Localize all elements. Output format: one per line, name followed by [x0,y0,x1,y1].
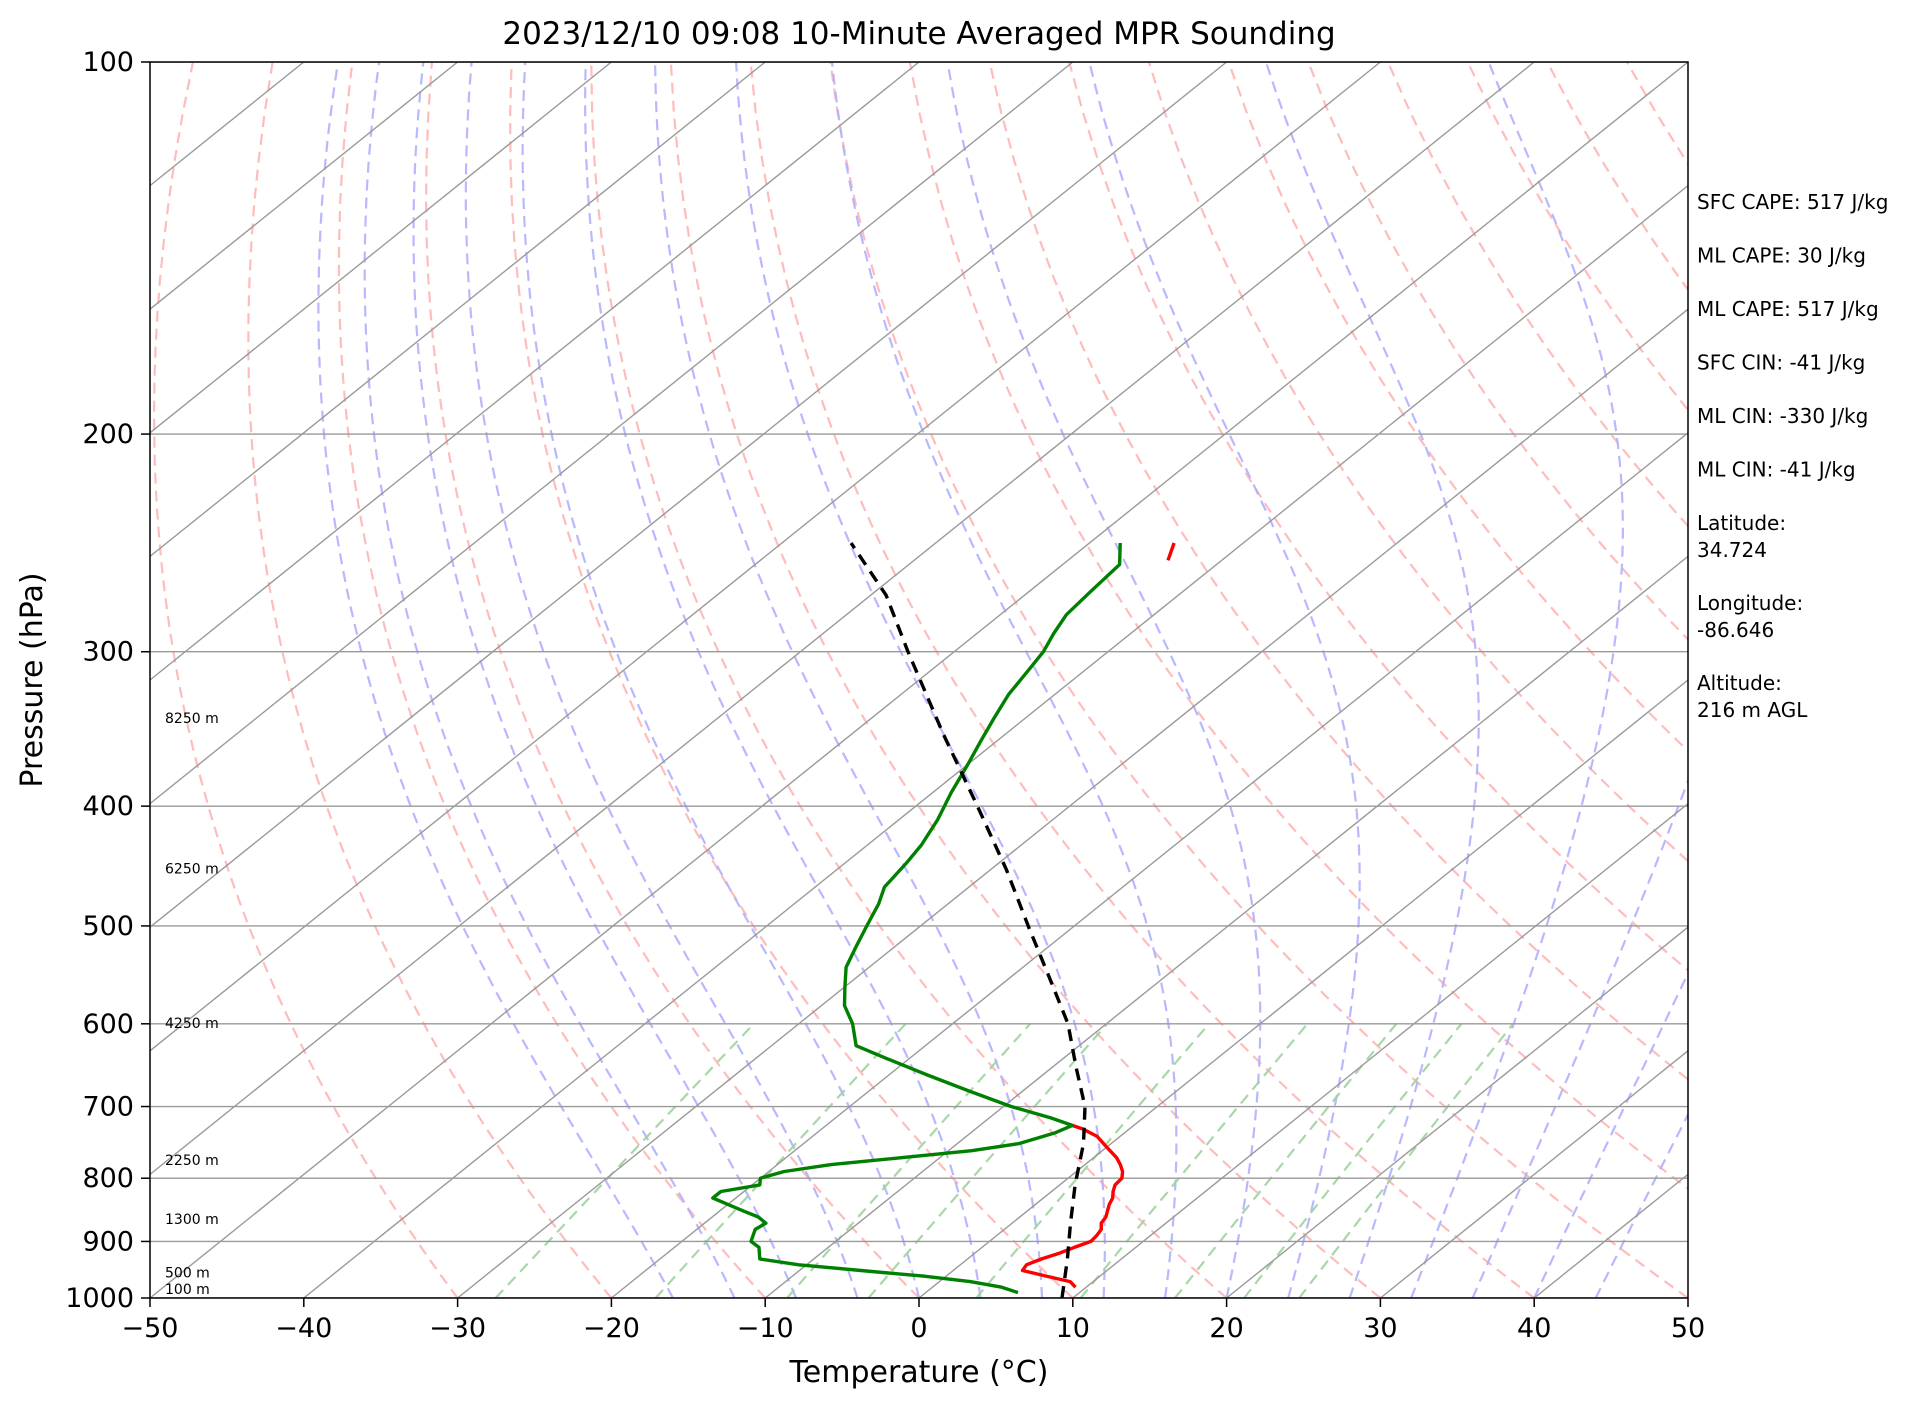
moist-adiabat [1594,1112,1688,1298]
dry-adiabat [908,62,1688,1190]
stat-value: 216 m AGL [1697,698,1808,722]
y-tick-label: 300 [82,637,134,668]
y-tick-label: 700 [82,1092,134,1123]
background-reference-lines [150,62,1688,1298]
mixing-ratio-line [867,1023,1109,1298]
height-label: 100 m [165,1282,210,1298]
moist-adiabat [584,62,982,1298]
dry-adiabat [152,62,459,1298]
stats-panel: SFC CAPE: 517 J/kg ML CAPE: 30 J/kg ML CAP… [1697,190,1888,722]
y-tick-label: 1000 [65,1283,134,1314]
stat-label: SFC CAPE: 517 J/kg [1697,190,1888,214]
stat-heading: Altitude: [1697,671,1782,695]
dry-adiabat [988,62,1688,1081]
stat-label: SFC CIN: -41 J/kg [1697,351,1865,375]
y-tick-label: 100 [82,47,134,78]
isotherm [150,62,1688,1298]
chart-title: 2023/12/10 09:08 10-Minute Averaged MPR … [502,16,1335,52]
isotherm [457,308,1688,1298]
moist-adiabat [1264,62,1480,1298]
height-label: 1300 m [165,1212,219,1228]
isotherm [150,62,1381,1052]
isotherm [150,62,766,558]
mixing-ratio-line [654,1023,907,1298]
height-label: 500 m [165,1265,210,1281]
dry-adiabat [247,62,613,1298]
isotherm [1379,1049,1688,1298]
moist-adiabat [521,62,921,1298]
moist-adiabat [654,62,1044,1298]
x-axis-label: Temperature (°C) [789,1355,1049,1390]
stat-heading: Longitude: [1697,591,1803,615]
y-tick-label: 500 [82,911,134,942]
isotherm [150,62,920,681]
isotherm [150,62,1074,805]
stat-label: ML CIN: -330 J/kg [1697,404,1868,428]
parcel-profile-line [849,542,1087,1298]
stat-heading: Latitude: [1697,511,1786,535]
dry-adiabat [1068,62,1688,972]
stat-value: -86.646 [1697,618,1774,642]
isotherm [1072,802,1688,1298]
temperature-line [1020,1123,1125,1289]
isotherm [303,184,1688,1298]
dry-adiabat [669,62,1382,1298]
x-tick-label: −40 [275,1313,332,1344]
sounding-series [711,542,1176,1298]
stat-label: ML CAPE: 30 J/kg [1697,244,1866,268]
isotherm [918,679,1688,1298]
dry-adiabat [509,62,1074,1298]
y-axis-label: Pressure (hPa) [15,572,50,787]
x-tick-label: −30 [429,1313,486,1344]
x-tick-label: 40 [1517,1313,1551,1344]
isotherm [150,62,1228,929]
x-tick-label: 20 [1209,1313,1243,1344]
y-tick-label: 200 [82,419,134,450]
x-tick-label: 0 [910,1313,927,1344]
moist-adiabat [412,62,798,1298]
x-tick-label: −20 [583,1313,640,1344]
moist-adiabat [363,62,736,1298]
dewpoint-line [711,542,1122,1295]
axes: −50 −40 −30 −20 −10 0 10 20 30 40 50 1000 900 800 700 6… [65,47,1705,1344]
height-label: 6250 m [165,861,219,877]
moist-adiabat [1410,62,1625,1298]
height-label: 8250 m [165,711,219,727]
x-tick-label: 30 [1363,1313,1397,1344]
moist-adiabat [317,62,674,1298]
stat-label: ML CIN: -41 J/kg [1697,458,1856,482]
height-label: 4250 m [165,1016,219,1032]
moist-adiabat [1533,970,1688,1298]
y-tick-label: 800 [82,1163,134,1194]
isotherm [150,62,612,434]
dry-adiabat [1227,62,1688,753]
moist-adiabat [464,62,859,1298]
moist-adiabat [1471,777,1688,1298]
temperature-upper-line [1166,542,1176,561]
height-label: 2250 m [165,1153,219,1169]
mixing-ratio-line [786,1023,1032,1298]
dry-adiabat [590,62,1228,1298]
y-tick-label: 400 [82,791,134,822]
isotherm [150,62,459,311]
stat-label: ML CAPE: 517 J/kg [1697,297,1879,321]
dry-adiabat [1147,62,1688,863]
dry-adiabat [829,62,1688,1298]
x-tick-label: −10 [737,1313,794,1344]
y-tick-label: 600 [82,1009,134,1040]
x-tick-label: −50 [122,1313,179,1344]
isotherm [1226,926,1688,1298]
x-tick-label: 50 [1671,1313,1705,1344]
y-tick-label: 900 [82,1226,134,1257]
isotherm [764,555,1688,1298]
moist-adiabat [735,62,1106,1298]
x-tick-label: 10 [1056,1313,1090,1344]
isotherm [150,62,1535,1176]
stat-value: 34.724 [1697,538,1767,562]
isotherm [610,431,1688,1298]
dry-adiabat [749,62,1535,1298]
